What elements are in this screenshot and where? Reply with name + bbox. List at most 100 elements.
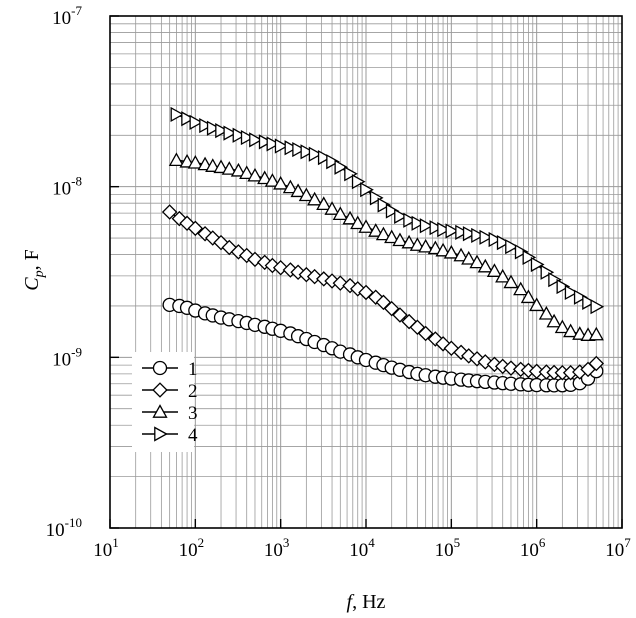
data-point (477, 258, 493, 273)
data-point (240, 129, 255, 146)
data-point (350, 215, 366, 230)
data-point (223, 125, 238, 141)
data-point (540, 264, 555, 280)
x-tick-label: 104 (349, 535, 375, 561)
data-point (503, 360, 519, 376)
data-point (187, 154, 203, 169)
series-2 (161, 204, 605, 381)
legend-marker (152, 382, 168, 398)
data-point (368, 223, 384, 237)
y-tick-exponent: -8 (71, 174, 82, 189)
data-point (548, 272, 562, 288)
data-point (469, 254, 485, 269)
data-point (520, 289, 537, 304)
data-point (300, 144, 315, 160)
data-point (161, 204, 178, 220)
x-tick-label: 106 (520, 535, 546, 561)
data-point (326, 154, 340, 170)
data-point (383, 300, 400, 317)
data-point (514, 244, 529, 260)
data-point (257, 170, 273, 185)
axis-ticks (109, 15, 623, 529)
x-tick-base: 10 (435, 540, 454, 561)
x-tick-exponent: 3 (283, 535, 290, 550)
data-point (332, 206, 348, 221)
y-tick-label: 10-9 (52, 344, 82, 370)
data-point (418, 238, 434, 253)
x-tick-exponent: 1 (112, 535, 119, 550)
data-point (453, 247, 469, 262)
x-tick-label: 103 (264, 535, 290, 561)
data-point (496, 235, 511, 251)
data-point (556, 278, 571, 295)
legend-marker (152, 360, 168, 376)
legend-marker (154, 426, 168, 442)
data-point (324, 201, 340, 215)
data-point (503, 274, 519, 289)
data-point (308, 146, 323, 162)
data-point (564, 284, 579, 301)
data-point (290, 183, 306, 198)
x-axis-unit: , Hz (352, 591, 385, 613)
data-point (392, 307, 408, 323)
legend-label: 1 (188, 359, 198, 380)
data-point (572, 326, 588, 340)
y-axis-subscript: p (32, 270, 47, 278)
x-tick-label: 101 (93, 535, 119, 561)
data-point (334, 159, 349, 175)
x-tick-base: 10 (93, 540, 112, 561)
x-tick-base: 10 (349, 540, 368, 561)
data-point (298, 187, 314, 202)
y-tick-base: 10 (46, 520, 65, 541)
y-tick-exponent: -9 (71, 344, 82, 359)
data-point (249, 132, 263, 148)
data-point (529, 297, 545, 312)
data-point (479, 229, 494, 245)
data-point (282, 179, 298, 194)
data-point (215, 123, 229, 139)
data-point (513, 281, 529, 296)
data-point (528, 363, 545, 380)
data-point (232, 127, 247, 143)
data-point (317, 150, 332, 166)
data-point (247, 167, 263, 182)
data-point (273, 175, 289, 190)
data-point (375, 226, 392, 241)
data-point (221, 161, 237, 175)
legend-label: 4 (188, 425, 198, 446)
data-point (189, 114, 204, 131)
y-tick-base: 10 (52, 349, 71, 370)
data-point (394, 208, 408, 224)
data-point (563, 323, 579, 338)
data-point (230, 162, 247, 177)
data-point (522, 249, 537, 266)
data-point (427, 240, 443, 255)
data-point (429, 220, 444, 236)
data-point (411, 215, 426, 231)
data-point (205, 158, 221, 172)
data-point (443, 244, 459, 259)
data-point (590, 299, 605, 315)
data-point (384, 229, 400, 244)
data-point (351, 174, 366, 190)
x-tick-base: 10 (520, 540, 539, 561)
data-point (401, 234, 417, 249)
y-tick-label: 10-10 (46, 515, 82, 541)
x-tick-base: 10 (605, 540, 624, 561)
data-point (168, 152, 185, 167)
data-point (445, 223, 460, 239)
x-tick-label: 102 (179, 535, 205, 561)
x-tick-exponent: 2 (198, 535, 205, 550)
legend-label: 3 (188, 403, 198, 424)
x-axis-symbol: f (347, 591, 355, 613)
data-point (573, 289, 588, 305)
data-point (455, 224, 469, 240)
grid (110, 16, 622, 528)
y-tick-label: 10-8 (52, 174, 82, 200)
y-tick-exponent: -7 (71, 3, 82, 18)
data-point (505, 239, 519, 255)
x-tick-exponent: 6 (539, 535, 546, 550)
data-point (307, 191, 323, 206)
